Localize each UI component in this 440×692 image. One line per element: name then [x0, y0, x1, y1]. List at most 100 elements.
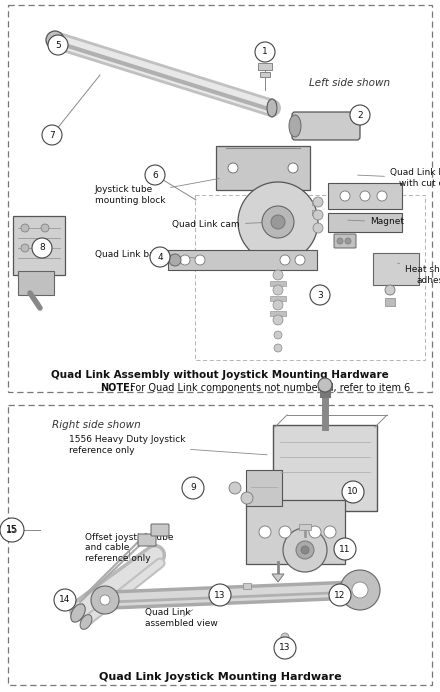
Circle shape	[337, 238, 343, 244]
Circle shape	[313, 210, 323, 220]
Circle shape	[274, 344, 282, 352]
Bar	[312, 200, 320, 205]
Circle shape	[91, 586, 119, 614]
Circle shape	[21, 244, 29, 252]
Text: Quad Link bar: Quad Link bar	[95, 251, 197, 260]
Bar	[312, 210, 320, 215]
Text: Heat shrink
adhesive: Heat shrink adhesive	[398, 263, 440, 284]
Text: Right side shown: Right side shown	[52, 420, 141, 430]
Circle shape	[345, 238, 351, 244]
Text: 12: 12	[334, 590, 346, 599]
Circle shape	[41, 224, 49, 232]
Circle shape	[342, 481, 364, 503]
Text: Quad Link
assembled view: Quad Link assembled view	[145, 608, 218, 628]
Circle shape	[48, 35, 68, 55]
Bar	[260, 72, 270, 77]
Bar	[385, 298, 395, 306]
Circle shape	[360, 191, 370, 201]
Text: Joystick tube
mounting block: Joystick tube mounting block	[95, 179, 219, 205]
Text: 7: 7	[49, 131, 55, 140]
Circle shape	[318, 378, 332, 392]
Text: Offset joystick tube
and cable
reference only: Offset joystick tube and cable reference…	[85, 533, 173, 563]
Circle shape	[310, 285, 330, 305]
FancyBboxPatch shape	[168, 250, 317, 270]
FancyBboxPatch shape	[292, 112, 360, 140]
Bar	[270, 296, 286, 301]
Circle shape	[42, 125, 62, 145]
Circle shape	[273, 300, 283, 310]
Text: 13: 13	[279, 644, 291, 653]
Text: 9: 9	[190, 484, 196, 493]
Circle shape	[145, 165, 165, 185]
Circle shape	[309, 526, 321, 538]
Text: 1556 Heavy Duty Joystick
reference only: 1556 Heavy Duty Joystick reference only	[69, 435, 267, 455]
Circle shape	[259, 526, 271, 538]
Circle shape	[271, 215, 285, 229]
Circle shape	[51, 36, 59, 44]
Circle shape	[273, 285, 283, 295]
Circle shape	[288, 163, 298, 173]
Circle shape	[169, 254, 181, 266]
Circle shape	[283, 528, 327, 572]
Circle shape	[352, 582, 368, 598]
Circle shape	[301, 546, 309, 554]
Circle shape	[274, 331, 282, 339]
Circle shape	[229, 482, 241, 494]
Circle shape	[41, 244, 49, 252]
Text: 10: 10	[347, 487, 359, 496]
Circle shape	[0, 518, 24, 542]
Circle shape	[262, 206, 294, 238]
FancyBboxPatch shape	[18, 271, 54, 295]
Text: 15: 15	[6, 525, 18, 534]
Text: 5: 5	[55, 41, 61, 50]
Text: Quad Link Joystick Mounting Hardware: Quad Link Joystick Mounting Hardware	[99, 672, 341, 682]
Text: 4: 4	[157, 253, 163, 262]
Bar	[195, 195, 425, 360]
Text: 2: 2	[357, 111, 363, 120]
Circle shape	[182, 477, 204, 499]
Text: Quad Link Assembly without Joystick Mounting Hardware: Quad Link Assembly without Joystick Moun…	[51, 370, 389, 380]
Text: 11: 11	[339, 545, 351, 554]
Circle shape	[329, 584, 351, 606]
Circle shape	[255, 42, 275, 62]
FancyBboxPatch shape	[246, 470, 282, 506]
Circle shape	[324, 526, 336, 538]
Circle shape	[280, 255, 290, 265]
FancyBboxPatch shape	[151, 524, 169, 536]
Circle shape	[279, 526, 291, 538]
Bar	[8, 5, 432, 392]
FancyBboxPatch shape	[334, 234, 356, 248]
Circle shape	[340, 191, 350, 201]
Circle shape	[296, 541, 314, 559]
Circle shape	[150, 247, 170, 267]
Ellipse shape	[71, 604, 85, 622]
Bar	[270, 281, 286, 286]
Circle shape	[238, 182, 318, 262]
Text: Left side shown: Left side shown	[309, 78, 391, 88]
Circle shape	[46, 31, 64, 49]
Circle shape	[385, 285, 395, 295]
Circle shape	[100, 595, 110, 605]
Circle shape	[21, 224, 29, 232]
Circle shape	[180, 255, 190, 265]
FancyBboxPatch shape	[328, 183, 402, 209]
FancyBboxPatch shape	[328, 213, 402, 232]
Circle shape	[340, 570, 380, 610]
Circle shape	[350, 105, 370, 125]
FancyBboxPatch shape	[273, 425, 377, 511]
Text: NOTE:: NOTE:	[100, 383, 134, 393]
Circle shape	[273, 315, 283, 325]
FancyBboxPatch shape	[138, 534, 156, 546]
Bar	[270, 311, 286, 316]
Circle shape	[295, 255, 305, 265]
FancyBboxPatch shape	[246, 500, 345, 564]
Circle shape	[241, 492, 253, 504]
Text: 13: 13	[214, 590, 226, 599]
FancyBboxPatch shape	[216, 146, 310, 190]
Bar	[258, 63, 272, 70]
Circle shape	[1, 519, 23, 541]
Bar	[299, 524, 311, 530]
FancyBboxPatch shape	[373, 253, 419, 285]
Circle shape	[377, 191, 387, 201]
Circle shape	[273, 270, 283, 280]
